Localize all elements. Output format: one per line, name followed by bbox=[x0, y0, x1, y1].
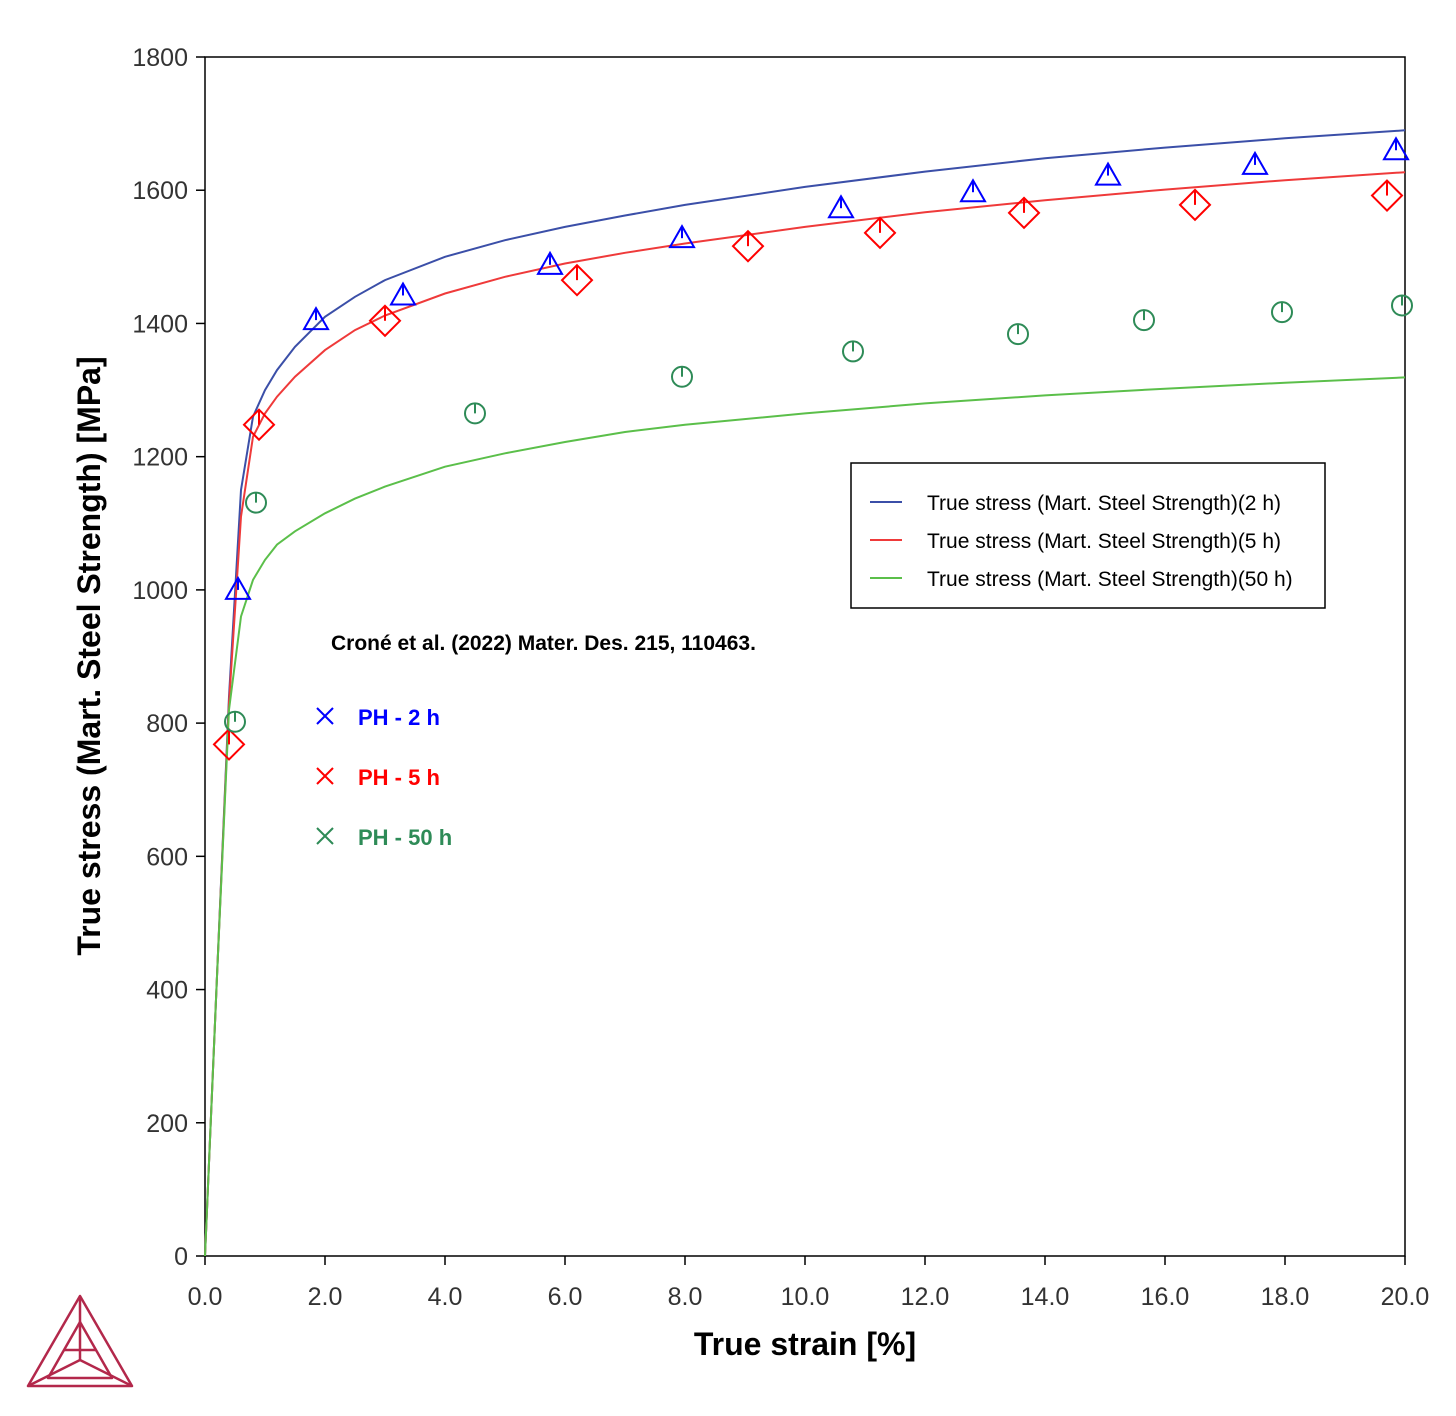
x-tick-label: 2.0 bbox=[308, 1283, 343, 1311]
x-tick-label: 20.0 bbox=[1381, 1283, 1430, 1311]
y-tick-label: 800 bbox=[146, 710, 188, 738]
y-tick-label: 1600 bbox=[132, 177, 188, 205]
y-tick-label: 1800 bbox=[132, 44, 188, 72]
y-tick-label: 1000 bbox=[132, 577, 188, 605]
experimental-markers bbox=[212, 136, 1413, 761]
x-tick-label: 10.0 bbox=[781, 1283, 830, 1311]
y-axis-title: True stress (Mart. Steel Strength) [MPa] bbox=[71, 356, 107, 955]
y-tick-label: 200 bbox=[146, 1110, 188, 1138]
experimental-point-2 bbox=[1007, 323, 1029, 346]
axes: 0.0 2.0 4.0 6.0 8.0 10.0 12.0 14.0 16.0 18.0 20.0 0… bbox=[132, 44, 1429, 1311]
legend-label-50h: True stress (Mart. Steel Strength)(50 h) bbox=[927, 568, 1293, 591]
experimental-legend: PH - 2 h PH - 5 h PH - 50 h bbox=[316, 705, 452, 850]
experimental-point-2 bbox=[671, 365, 693, 388]
experimental-point-2 bbox=[245, 491, 267, 514]
experimental-point-2 bbox=[1391, 294, 1413, 317]
experimental-point-0 bbox=[1241, 150, 1269, 175]
legend-label-2h: True stress (Mart. Steel Strength)(2 h) bbox=[927, 492, 1281, 515]
thermo-calc-logo-icon bbox=[26, 1294, 134, 1388]
experimental-point-2 bbox=[842, 340, 864, 363]
cross-icon bbox=[316, 707, 334, 725]
experimental-point-0 bbox=[959, 178, 987, 203]
experimental-point-2 bbox=[1271, 301, 1293, 324]
legend-label-5h: True stress (Mart. Steel Strength)(5 h) bbox=[927, 530, 1281, 553]
x-tick-label: 18.0 bbox=[1261, 1283, 1310, 1311]
y-tick-label: 1200 bbox=[132, 444, 188, 472]
experimental-point-1 bbox=[1007, 196, 1041, 230]
experimental-point-1 bbox=[368, 304, 402, 338]
legend-box bbox=[850, 462, 1326, 609]
experimental-point-1 bbox=[1370, 179, 1404, 212]
experimental-point-1 bbox=[560, 263, 594, 297]
x-tick-label: 12.0 bbox=[901, 1283, 950, 1311]
y-tick-label: 0 bbox=[174, 1243, 188, 1271]
experimental-point-0 bbox=[302, 306, 330, 331]
experimental-point-0 bbox=[1094, 161, 1122, 186]
experimental-point-1 bbox=[1178, 188, 1212, 222]
y-tick-label: 600 bbox=[146, 843, 188, 871]
x-tick-label: 14.0 bbox=[1021, 1283, 1070, 1311]
cross-icon bbox=[316, 767, 334, 785]
reference-annotation: Croné et al. (2022) Mater. Des. 215, 110… bbox=[331, 632, 756, 655]
series-line-0 bbox=[204, 129, 1406, 1257]
experimental-point-1 bbox=[212, 728, 246, 761]
x-tick-label: 16.0 bbox=[1141, 1283, 1190, 1311]
exp-label-5h: PH - 5 h bbox=[358, 765, 440, 790]
experimental-point-1 bbox=[731, 229, 765, 263]
experimental-point-2 bbox=[1133, 309, 1155, 332]
experimental-point-0 bbox=[1382, 136, 1410, 161]
plot-frame bbox=[204, 56, 1406, 1257]
experimental-point-1 bbox=[863, 216, 897, 250]
y-tick-label: 400 bbox=[146, 977, 188, 1005]
model-curves bbox=[204, 129, 1406, 1257]
experimental-point-0 bbox=[827, 194, 855, 219]
exp-label-2h: PH - 2 h bbox=[358, 705, 440, 730]
exp-label-50h: PH - 50 h bbox=[358, 825, 452, 850]
x-tick-label: 8.0 bbox=[668, 1283, 703, 1311]
experimental-point-1 bbox=[242, 408, 276, 442]
experimental-point-0 bbox=[536, 250, 564, 275]
cross-icon bbox=[316, 827, 334, 845]
legend: True stress (Mart. Steel Strength)(2 h) … bbox=[850, 462, 1326, 609]
y-tick-label: 1400 bbox=[132, 310, 188, 338]
experimental-point-0 bbox=[668, 224, 696, 249]
x-axis-title: True strain [%] bbox=[694, 1326, 916, 1362]
x-tick-label: 4.0 bbox=[428, 1283, 463, 1311]
experimental-point-2 bbox=[224, 710, 246, 733]
x-tick-label: 6.0 bbox=[548, 1283, 583, 1311]
experimental-point-0 bbox=[224, 575, 252, 600]
experimental-point-2 bbox=[464, 402, 486, 425]
x-tick-label: 0.0 bbox=[188, 1283, 223, 1311]
experimental-point-0 bbox=[389, 281, 417, 306]
